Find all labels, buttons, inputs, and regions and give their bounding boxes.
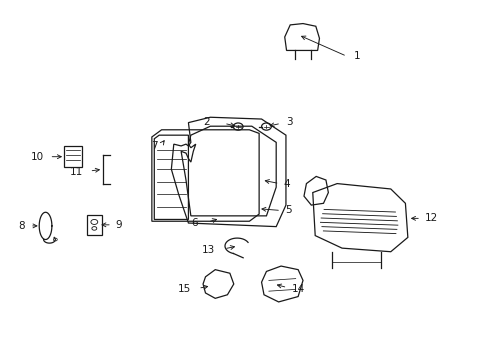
Text: 13: 13 <box>202 245 215 255</box>
Text: 3: 3 <box>285 117 292 127</box>
Text: 11: 11 <box>69 167 82 177</box>
Bar <box>63 146 82 167</box>
Text: 2: 2 <box>203 117 210 127</box>
Text: 12: 12 <box>424 213 437 223</box>
Bar <box>87 215 102 235</box>
Text: 8: 8 <box>19 221 25 231</box>
Text: 9: 9 <box>115 220 122 230</box>
Text: 15: 15 <box>177 284 190 294</box>
Text: 5: 5 <box>285 206 291 216</box>
Text: 10: 10 <box>30 152 43 162</box>
Text: 6: 6 <box>191 218 198 228</box>
Text: 7: 7 <box>151 141 158 151</box>
Text: 14: 14 <box>292 284 305 294</box>
Text: 1: 1 <box>353 51 360 61</box>
Text: 4: 4 <box>283 179 289 189</box>
